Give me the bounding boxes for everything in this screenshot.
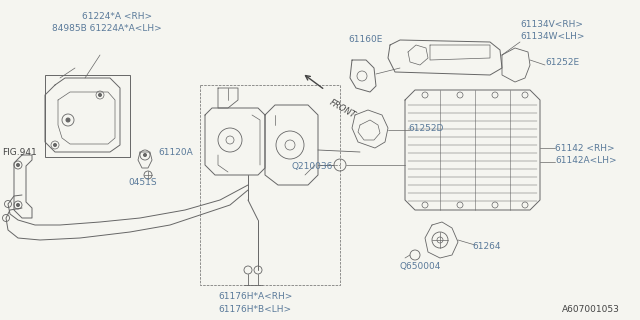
Circle shape (143, 154, 147, 156)
Circle shape (99, 93, 102, 97)
Text: 0451S: 0451S (128, 178, 157, 187)
Text: FIG.941: FIG.941 (2, 148, 36, 157)
Text: 61176H*B<LH>: 61176H*B<LH> (218, 305, 291, 314)
Text: 61134W<LH>: 61134W<LH> (520, 32, 584, 41)
Text: Q210036: Q210036 (292, 162, 333, 171)
Text: 61264: 61264 (472, 242, 500, 251)
Text: 61176H*A<RH>: 61176H*A<RH> (218, 292, 292, 301)
Circle shape (17, 204, 19, 206)
Text: 61224*A <RH>: 61224*A <RH> (82, 12, 152, 21)
Circle shape (17, 164, 19, 166)
Text: 84985B 61224A*A<LH>: 84985B 61224A*A<LH> (52, 24, 162, 33)
Text: A607001053: A607001053 (562, 305, 620, 314)
Bar (200, 85, 340, 285)
Text: 61160E: 61160E (348, 35, 382, 44)
Text: 61134V<RH>: 61134V<RH> (520, 20, 583, 29)
Text: FRONT: FRONT (328, 98, 357, 120)
Circle shape (66, 118, 70, 122)
Circle shape (54, 143, 56, 147)
Text: Q650004: Q650004 (400, 262, 442, 271)
Bar (45, 75, 130, 157)
Text: 61142 <RH>: 61142 <RH> (555, 144, 614, 153)
Text: 61252E: 61252E (545, 58, 579, 67)
Text: 61142A<LH>: 61142A<LH> (555, 156, 616, 165)
Text: 61252D: 61252D (408, 124, 444, 133)
Text: 61120A: 61120A (158, 148, 193, 157)
